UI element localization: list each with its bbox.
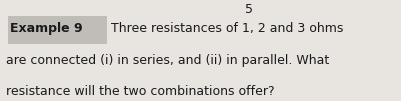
Text: are connected (i) in series, and (ii) in parallel. What: are connected (i) in series, and (ii) in… [6,54,328,67]
FancyBboxPatch shape [8,16,106,44]
Text: 5: 5 [245,3,253,16]
Text: Three resistances of 1, 2 and 3 ohms: Three resistances of 1, 2 and 3 ohms [102,22,342,35]
Text: resistance will the two combinations offer?: resistance will the two combinations off… [6,85,274,98]
Text: Example 9: Example 9 [10,22,83,35]
